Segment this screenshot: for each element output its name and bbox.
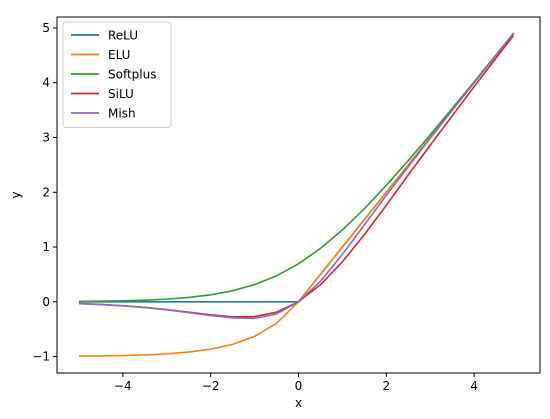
x-tick-label: 4	[470, 379, 478, 393]
y-tick-label: 3	[42, 130, 50, 144]
legend-label-mish: Mish	[108, 107, 136, 121]
y-tick-label: 2	[42, 185, 50, 199]
y-tick-label: 1	[42, 240, 50, 254]
x-axis-ticks: −4 −2 0 2 4	[114, 373, 478, 393]
series-line-softplus	[78, 32, 515, 303]
legend-label-silu: SiLU	[108, 87, 134, 101]
x-tick-label: 0	[295, 379, 303, 393]
legend-label-relu: ReLU	[108, 29, 138, 43]
y-tick-label: −1	[32, 350, 50, 364]
series-line-mish	[78, 32, 515, 320]
x-tick-label: 2	[382, 379, 390, 393]
y-tick-label: 4	[42, 76, 50, 90]
x-tick-label: −2	[202, 379, 220, 393]
legend-label-softplus: Softplus	[108, 68, 157, 82]
y-axis-label: y	[9, 191, 23, 198]
y-tick-label: 0	[42, 295, 50, 309]
y-axis-ticks: −1 0 1 2 3 4 5	[32, 21, 57, 364]
legend-box	[62, 21, 172, 128]
legend-label-elu: ELU	[108, 48, 130, 62]
y-tick-label: 5	[42, 21, 50, 35]
legend: ReLU ELU Softplus SiLU Mish	[62, 21, 172, 128]
plot-lines	[78, 32, 515, 357]
x-axis-label: x	[295, 396, 302, 410]
x-tick-label: −4	[114, 379, 132, 393]
